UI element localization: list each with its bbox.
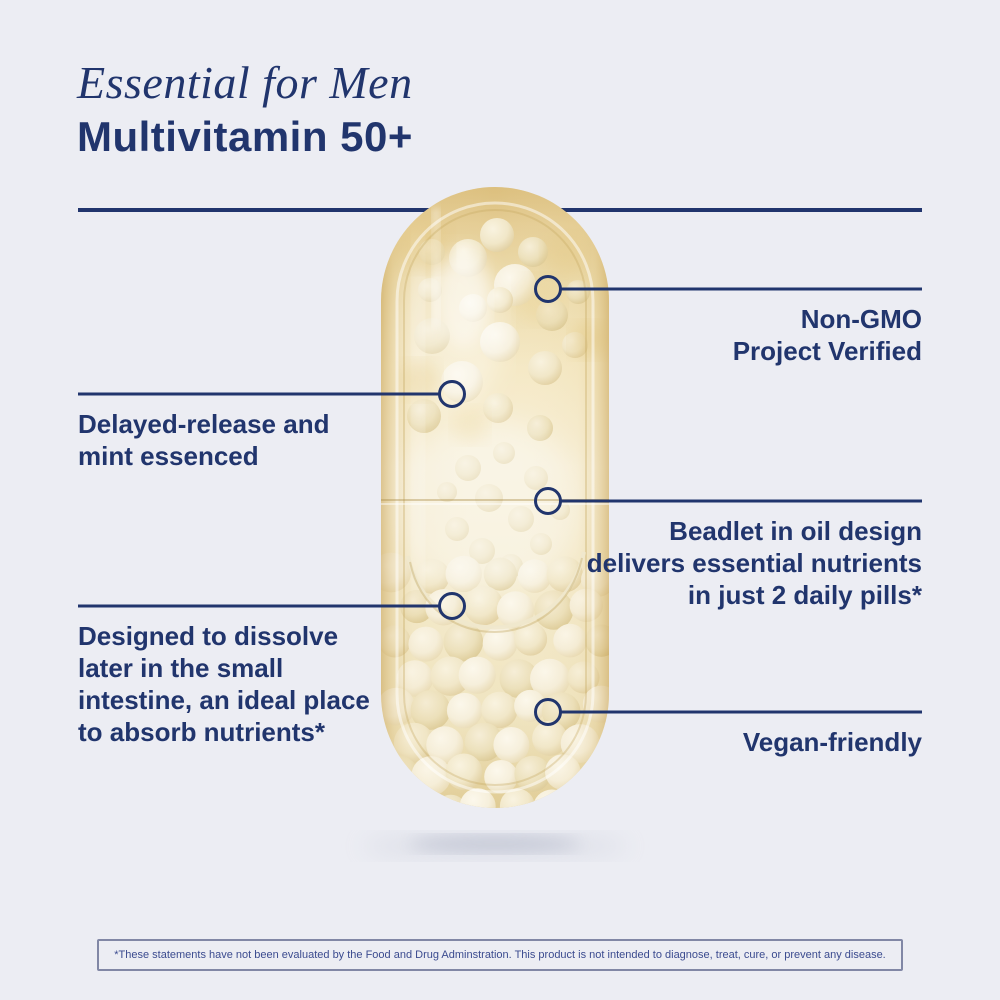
brand-title: Essential for Men xyxy=(77,57,413,108)
footer-disclaimer-box: *These statements have not been evaluate… xyxy=(97,939,903,971)
callout-text-beadlet-in-oil: Beadlet in oil design delivers essential… xyxy=(586,516,922,610)
capsule-shadow-core xyxy=(410,835,580,853)
callout-text-delayed-release: Delayed-release and mint essenced xyxy=(78,409,330,471)
callout-text-dissolve-later: Designed to dissolve later in the small … xyxy=(78,621,370,747)
callout-marker-non-gmo xyxy=(534,275,562,303)
callout-text-vegan-friendly: Vegan-friendly xyxy=(742,727,922,757)
callout-marker-vegan-friendly xyxy=(534,698,562,726)
product-title: Multivitamin 50+ xyxy=(77,113,413,160)
callout-annotations xyxy=(78,275,922,726)
footer-disclaimer-text: *These statements have not been evaluate… xyxy=(114,948,886,961)
callout-marker-dissolve-later xyxy=(438,592,466,620)
callout-text-non-gmo: Non-GMO Project Verified xyxy=(732,304,922,366)
callout-marker-delayed-release xyxy=(438,380,466,408)
callout-marker-beadlet-in-oil xyxy=(534,487,562,515)
capsule-photo xyxy=(381,187,609,808)
